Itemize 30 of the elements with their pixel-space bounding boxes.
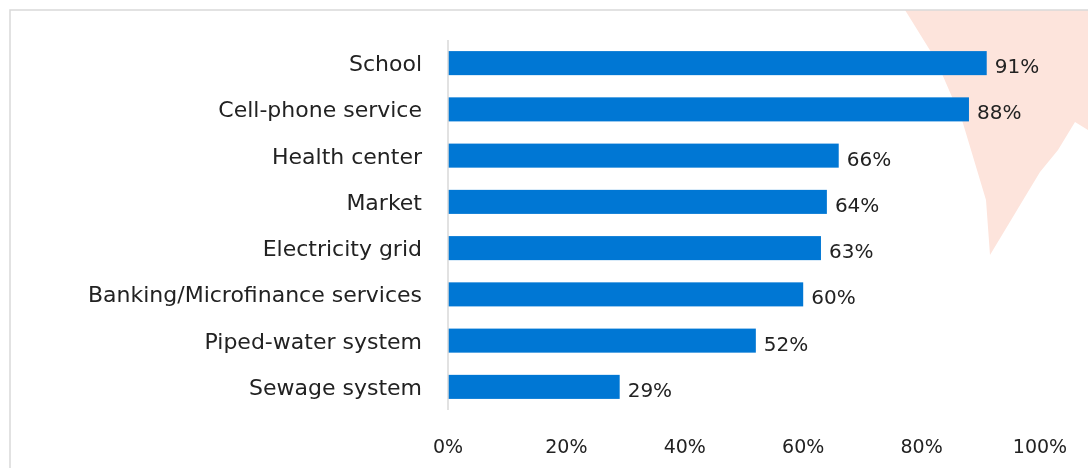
- data-label: 60%: [811, 285, 856, 310]
- x-tick-label: 60%: [782, 435, 825, 457]
- bar: [448, 189, 827, 214]
- x-tick-label: 20%: [545, 435, 588, 457]
- y-tick-label: Sewage system: [248, 374, 422, 400]
- y-tick-label: School: [348, 51, 422, 77]
- x-tick-label: 40%: [663, 435, 706, 457]
- y-tick-label: Electricity grid: [262, 236, 422, 262]
- data-label: 66%: [846, 146, 892, 171]
- x-tick-label: 80%: [900, 435, 943, 457]
- x-tick-label: 100%: [1012, 435, 1068, 457]
- data-label: 88%: [976, 100, 1022, 125]
- bar: [448, 282, 804, 307]
- data-label: 64%: [834, 192, 880, 217]
- bar: [448, 51, 987, 76]
- x-tick-label: 0%: [432, 435, 464, 457]
- data-label: 52%: [763, 331, 809, 356]
- bar: [448, 236, 821, 261]
- y-tick-label: Banking/Microfinance services: [87, 282, 422, 308]
- bar: [448, 328, 756, 353]
- bar: [448, 374, 620, 399]
- y-tick-label: Piped-water system: [204, 328, 422, 354]
- y-tick-label: Cell-phone service: [218, 97, 422, 123]
- bar: [448, 97, 969, 122]
- bar: [448, 143, 839, 168]
- data-label: 29%: [627, 377, 673, 402]
- y-tick-label: Health center: [271, 143, 423, 169]
- data-label: 63%: [828, 239, 874, 264]
- y-tick-label: Market: [346, 189, 423, 215]
- data-label: 91%: [994, 54, 1040, 79]
